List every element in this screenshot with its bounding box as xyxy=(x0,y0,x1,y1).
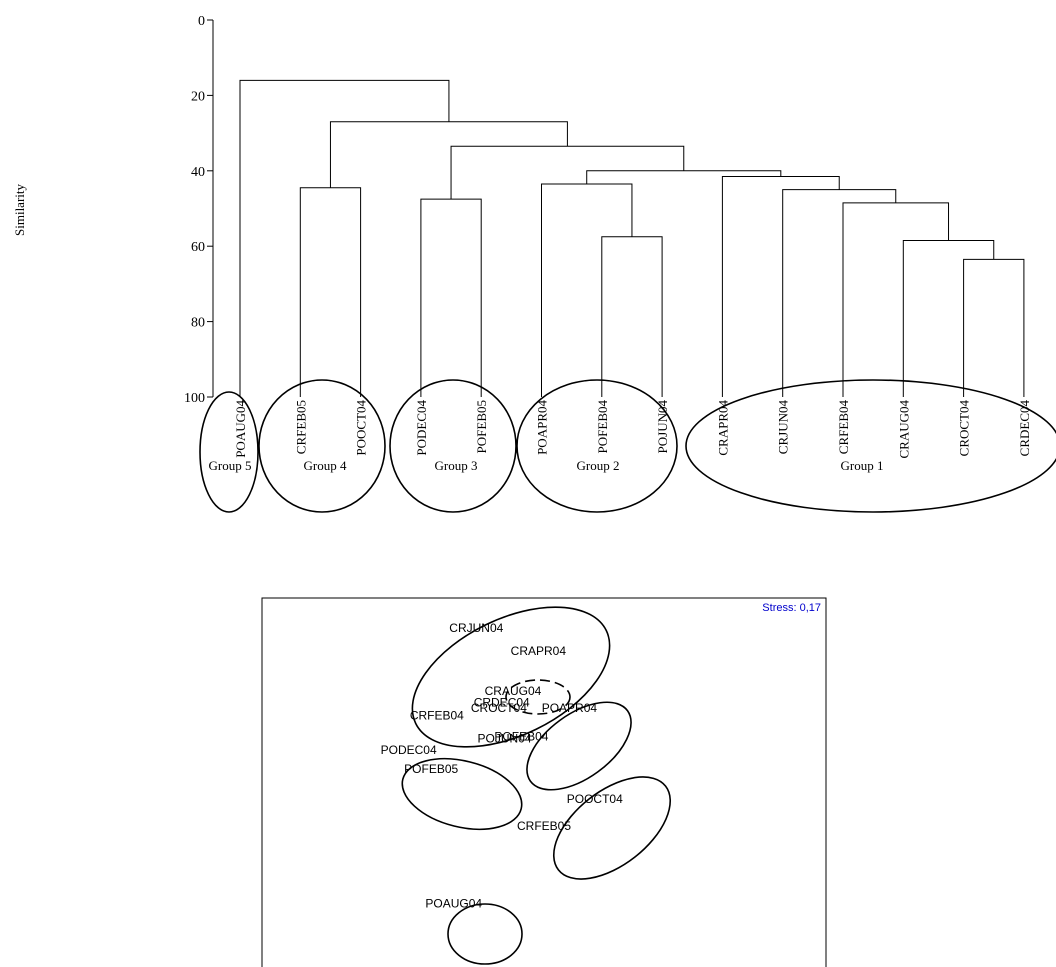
group-3-label: Group 3 xyxy=(435,458,478,473)
group-2-ellipse xyxy=(516,379,678,513)
y-tick-label: 80 xyxy=(191,316,205,331)
leaf-label-croct04: CROCT04 xyxy=(957,400,972,457)
dendrogram-link xyxy=(541,183,633,397)
group-labels: Group 5 Group 4 Group 3 Group 2 Group 1 xyxy=(209,458,884,473)
leaf-label-pooct04: POOCT04 xyxy=(354,400,369,456)
leaf-label-poaug04: POAUG04 xyxy=(233,400,248,458)
y-tick-label: 0 xyxy=(198,14,205,29)
group-3-ellipse xyxy=(389,379,517,513)
mds-point-pofeb04: POFEB04 xyxy=(494,730,548,744)
dendrogram-link xyxy=(450,145,685,200)
mds-cluster-3-ellipse xyxy=(401,757,523,831)
dendrogram-link xyxy=(782,189,897,397)
leaf-label-poapr04: POAPR04 xyxy=(535,400,550,455)
leaf-label-crfeb04: CRFEB04 xyxy=(836,400,851,455)
group-1-ellipse xyxy=(685,379,1056,513)
y-axis-ticks: 0 20 40 60 80 100 xyxy=(184,14,213,406)
dendrogram-link xyxy=(963,258,1025,397)
dendrogram-link xyxy=(420,198,482,397)
dendrogram-link xyxy=(842,202,950,397)
y-tick-label: 60 xyxy=(191,240,205,255)
stress-annotation: Stress: 0,17 xyxy=(762,602,821,614)
mds-cluster-2-ellipse xyxy=(526,701,632,791)
mds-point-pooct04: POOCT04 xyxy=(567,792,623,806)
mds-cluster-1-ellipse xyxy=(411,606,611,748)
leaf-label-crdec04: CRDEC04 xyxy=(1017,400,1032,457)
mds-point-pojun04: POJUN04 xyxy=(478,731,532,745)
y-tick-label: 20 xyxy=(191,89,205,104)
group-4-label: Group 4 xyxy=(304,458,347,473)
dendrogram-link xyxy=(721,175,840,397)
mds-point-crjun04: CRJUN04 xyxy=(449,621,503,635)
leaf-label-crfeb05: CRFEB05 xyxy=(293,400,308,454)
dendrogram-link xyxy=(329,121,568,188)
mds-point-poapr04: POAPR04 xyxy=(542,701,598,715)
mds-cluster-5-ellipse xyxy=(447,903,523,965)
mds-plot-frame xyxy=(261,597,827,967)
mds-point-podec04: PODEC04 xyxy=(381,743,437,757)
group-ellipses xyxy=(199,379,1056,513)
mds-point-crfeb05: CRFEB05 xyxy=(517,819,571,833)
mds-point-crfeb04: CRFEB04 xyxy=(410,709,464,723)
mds-point-craug04: CRAUG04 xyxy=(485,684,542,698)
dendrogram-link xyxy=(601,236,663,397)
leaf-label-podec04: PODEC04 xyxy=(414,400,429,456)
leaf-label-craug04: CRAUG04 xyxy=(896,400,911,459)
y-axis-label: Similarity xyxy=(12,184,27,237)
group-1-label: Group 1 xyxy=(841,458,884,473)
dendrogram-leaves: POAUG04 CRFEB05 POOCT04 PODEC04 POFEB05 POAPR… xyxy=(233,400,1032,459)
group-4-ellipse xyxy=(258,379,386,513)
mds-cluster-4-ellipse xyxy=(552,776,672,880)
mds-point-poaug04: POAUG04 xyxy=(425,897,482,911)
mds-point-crdec04: CRDEC04 xyxy=(474,695,530,709)
mds-point-pofeb05: POFEB05 xyxy=(404,762,458,776)
mds-point-croct04: CROCT04 xyxy=(471,701,527,715)
mds-cluster-ellipses xyxy=(401,606,672,965)
y-tick-label: 40 xyxy=(191,165,205,180)
mds-cluster-1-core-ellipse xyxy=(505,679,571,715)
dendrogram-link xyxy=(902,240,995,397)
group-5-ellipse xyxy=(199,391,259,513)
leaf-label-crapr04: CRAPR04 xyxy=(715,400,730,456)
leaf-label-crjun04: CRJUN04 xyxy=(776,400,791,455)
leaf-label-pofeb05: POFEB05 xyxy=(474,400,489,453)
dendrogram-links xyxy=(239,79,1025,397)
group-2-label: Group 2 xyxy=(577,458,620,473)
dendrogram-link xyxy=(239,79,450,397)
y-tick-label: 100 xyxy=(184,391,205,406)
leaf-label-pofeb04: POFEB04 xyxy=(595,400,610,454)
group-5-label: Group 5 xyxy=(209,458,252,473)
mds-point-crapr04: CRAPR04 xyxy=(511,644,567,658)
dendrogram-link xyxy=(299,187,362,397)
mds-plot: Stress: 0,17 CRJUN04 CRAPR04 CRAUG04CRDEC0… xyxy=(261,597,827,967)
dendrogram-link xyxy=(586,170,782,184)
